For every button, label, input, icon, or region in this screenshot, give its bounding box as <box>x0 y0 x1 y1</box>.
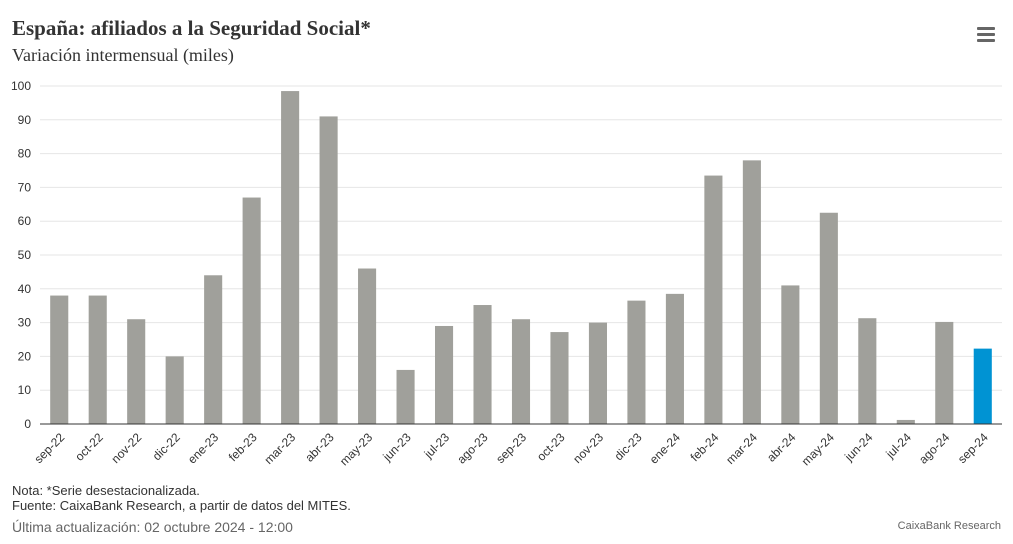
x-tick-label: oct-23 <box>534 430 568 464</box>
bar-nov-22[interactable] <box>127 319 146 424</box>
y-tick-label: 80 <box>18 147 32 161</box>
x-tick-label: jun-23 <box>379 430 413 464</box>
bar-nov-23[interactable] <box>588 322 608 424</box>
y-tick-label: 40 <box>18 282 32 296</box>
x-tick-label: sep-23 <box>493 430 529 466</box>
x-tick-label: jul-24 <box>883 430 915 462</box>
y-tick-label: 70 <box>18 180 32 194</box>
bar-dic-23[interactable] <box>627 300 646 424</box>
bar-jul-23[interactable] <box>434 325 454 424</box>
x-axis-ticks: sep-22 oct-22 nov-22 dic-22 ene-23 feb-23 mar-… <box>32 430 992 468</box>
hamburger-menu-icon[interactable] <box>972 24 1000 48</box>
x-tick-label: jun-24 <box>841 430 875 464</box>
bar-ene-24[interactable] <box>665 293 684 424</box>
bar-abr-24[interactable] <box>781 285 800 424</box>
bar-feb-23[interactable] <box>242 197 261 424</box>
bar-ago-24[interactable] <box>935 321 954 424</box>
menu-line <box>977 27 995 30</box>
y-axis-ticks: 0 10 20 30 40 50 60 70 80 90 100 <box>11 79 31 431</box>
x-tick-label: may-24 <box>799 430 837 468</box>
y-tick-label: 50 <box>18 248 32 262</box>
bars <box>50 91 992 425</box>
x-tick-label: jul-23 <box>421 430 453 462</box>
x-tick-label: dic-22 <box>150 430 183 463</box>
bar-abr-23[interactable] <box>319 116 338 425</box>
x-tick-label: sep-24 <box>955 430 991 466</box>
grid-lines <box>40 85 1002 391</box>
y-tick-label: 90 <box>18 113 32 127</box>
x-tick-label: feb-24 <box>688 430 722 464</box>
x-tick-label: ago-24 <box>916 430 953 467</box>
y-tick-label: 30 <box>18 316 32 330</box>
bar-ene-23[interactable] <box>204 275 223 424</box>
bar-mar-23[interactable] <box>281 91 300 424</box>
bar-sep-22[interactable] <box>50 295 69 424</box>
y-tick-label: 100 <box>11 79 31 93</box>
bar-jul-24[interactable] <box>896 419 915 424</box>
x-tick-label: may-23 <box>337 430 375 468</box>
credits-link[interactable]: CaixaBank Research <box>897 520 1001 532</box>
x-tick-label: abr-23 <box>302 430 337 465</box>
bar-dic-22[interactable] <box>165 356 184 424</box>
y-tick-label: 20 <box>18 349 32 363</box>
chart-subtitle: Variación intermensual (miles) <box>12 45 234 65</box>
footnote: Nota: *Serie desestacionalizada. <box>12 483 200 498</box>
x-tick-label: ene-23 <box>185 430 222 467</box>
bar-mar-24[interactable] <box>742 160 761 425</box>
bar-jun-23[interactable] <box>396 369 415 424</box>
y-tick-label: 60 <box>18 214 32 228</box>
menu-line <box>977 39 995 42</box>
x-tick-label: ago-23 <box>454 430 491 467</box>
last-updated: Última actualización: 02 octubre 2024 - … <box>12 519 293 535</box>
bar-may-23[interactable] <box>358 268 377 424</box>
bar-oct-23[interactable] <box>550 332 569 424</box>
x-tick-label: abr-24 <box>764 430 799 465</box>
chart-title: España: afiliados a la Seguridad Social* <box>12 16 371 40</box>
menu-line <box>977 33 995 36</box>
bar-jun-24[interactable] <box>858 318 877 424</box>
x-tick-label: nov-22 <box>108 430 144 466</box>
x-tick-label: oct-22 <box>72 430 106 464</box>
bar-may-24[interactable] <box>819 212 838 424</box>
y-tick-label: 0 <box>24 417 31 431</box>
x-tick-label: sep-22 <box>32 430 68 466</box>
y-tick-label: 10 <box>18 383 32 397</box>
bar-sep-24[interactable] <box>973 348 992 424</box>
source-note: Fuente: CaixaBank Research, a partir de … <box>12 498 351 513</box>
x-tick-label: dic-23 <box>612 430 645 463</box>
x-tick-label: mar-23 <box>261 430 298 467</box>
x-tick-label: feb-23 <box>226 430 260 464</box>
bar-oct-22[interactable] <box>88 295 107 424</box>
bar-ago-23[interactable] <box>473 305 492 424</box>
bar-feb-24[interactable] <box>704 175 723 424</box>
x-tick-label: ene-24 <box>647 430 684 467</box>
x-tick-label: mar-24 <box>723 430 760 467</box>
bar-sep-23[interactable] <box>511 319 531 424</box>
x-tick-label: nov-23 <box>570 430 606 466</box>
